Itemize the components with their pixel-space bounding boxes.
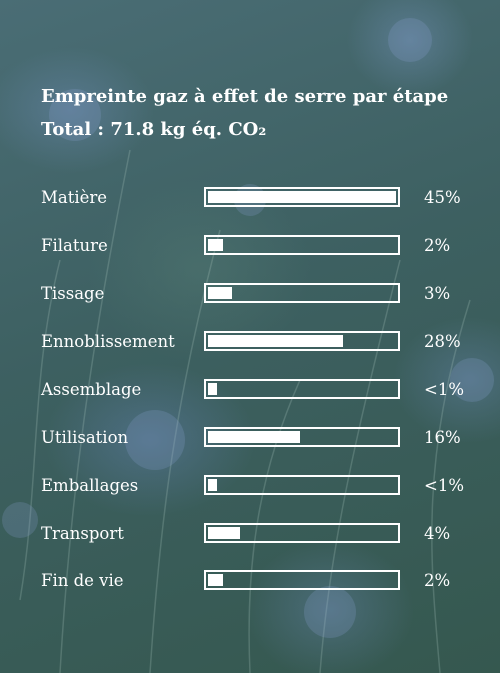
stage-row-utilisation: Utilisation 16%: [0, 423, 500, 453]
stage-bar-fill: [208, 479, 217, 491]
stage-label: Assemblage: [41, 380, 142, 399]
stage-label: Matière: [41, 188, 108, 207]
stage-bar: [204, 570, 400, 590]
stage-label: Fin de vie: [41, 571, 124, 590]
stage-label: Ennoblissement: [41, 332, 175, 351]
stage-percent: 45%: [424, 188, 461, 207]
stage-percent: 2%: [424, 571, 451, 590]
stage-label: Tissage: [41, 284, 105, 303]
stage-row-filature: Filature 2%: [0, 231, 500, 261]
stage-bar-fill: [208, 239, 223, 251]
stage-row-transport: Transport 4%: [0, 519, 500, 549]
stage-bar: [204, 427, 400, 447]
panel-title: Empreinte gaz à effet de serre par étape: [41, 86, 449, 107]
stage-bar-fill: [208, 191, 396, 203]
stage-row-tissage: Tissage 3%: [0, 279, 500, 309]
stage-bar: [204, 523, 400, 543]
total-emissions: Total : 71.8 kg éq. CO₂: [41, 119, 267, 140]
stage-row-ennoblissement: Ennoblissement 28%: [0, 327, 500, 357]
stage-label: Utilisation: [41, 428, 129, 447]
stage-percent: 4%: [424, 524, 451, 543]
stage-row-emballages: Emballages <1%: [0, 471, 500, 501]
stage-label: Filature: [41, 236, 108, 255]
stage-bar: [204, 235, 400, 255]
stage-bar: [204, 475, 400, 495]
stage-percent: <1%: [424, 476, 465, 495]
stage-row-matiere: Matière 45%: [0, 183, 500, 213]
stage-bar-fill: [208, 335, 343, 347]
stage-label: Transport: [41, 524, 124, 543]
stage-label: Emballages: [41, 476, 139, 495]
stage-bar: [204, 379, 400, 399]
stage-percent: 28%: [424, 332, 461, 351]
stage-bar-fill: [208, 383, 217, 395]
stage-bar: [204, 283, 400, 303]
stage-row-assemblage: Assemblage <1%: [0, 375, 500, 405]
stage-bar-fill: [208, 287, 232, 299]
stage-bar: [204, 187, 400, 207]
stage-percent: 3%: [424, 284, 451, 303]
stage-percent: 2%: [424, 236, 451, 255]
stage-bar-fill: [208, 527, 240, 539]
stage-percent: 16%: [424, 428, 461, 447]
stage-percent: <1%: [424, 380, 465, 399]
stage-row-fin-de-vie: Fin de vie 2%: [0, 566, 500, 596]
stage-bar-fill: [208, 431, 300, 443]
stage-bar: [204, 331, 400, 351]
stage-bar-fill: [208, 574, 223, 586]
